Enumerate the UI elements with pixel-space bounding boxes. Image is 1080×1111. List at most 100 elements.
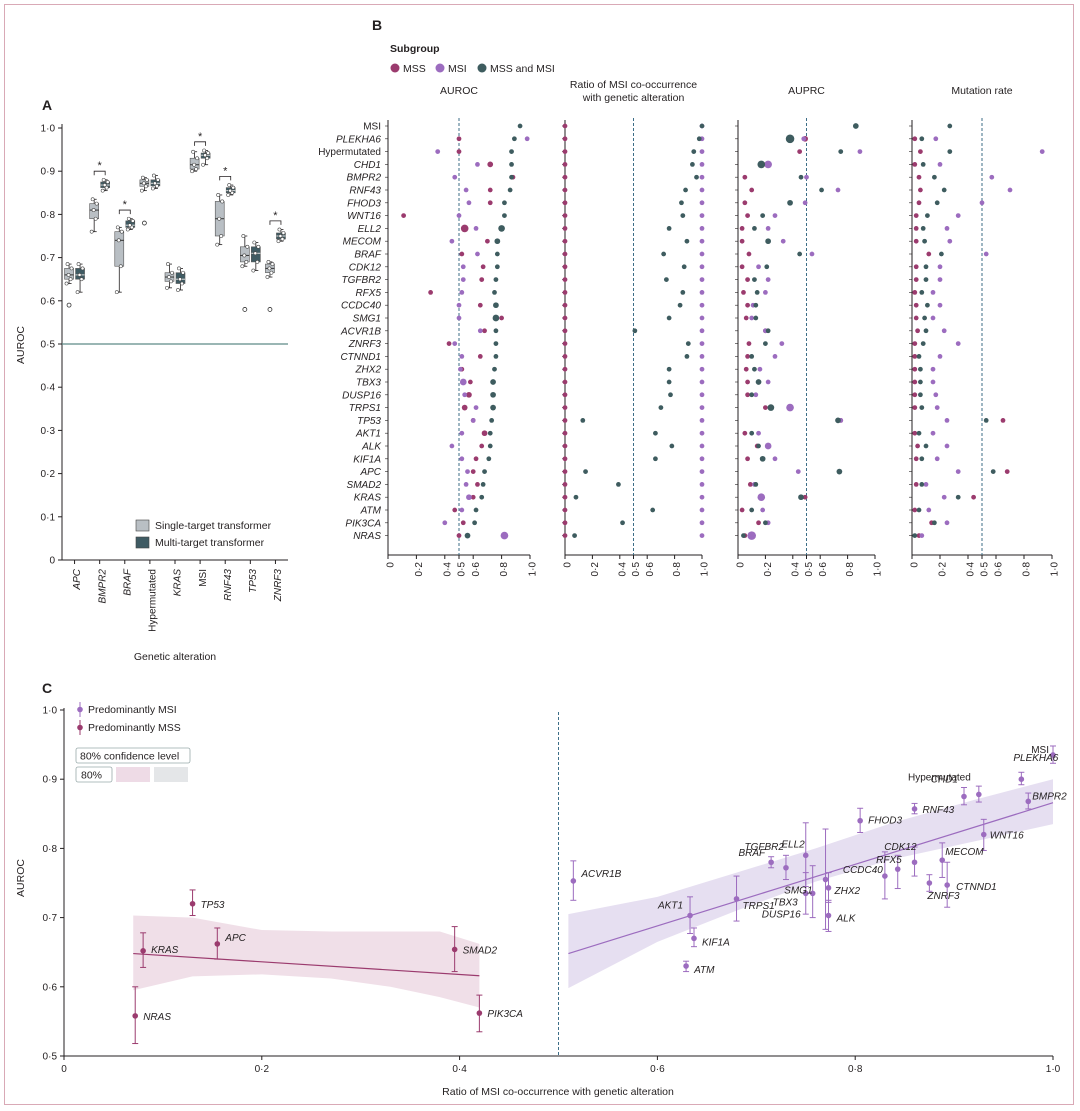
- panel-b-point-mss: [1004, 469, 1010, 474]
- panel-b-point-both: [764, 264, 770, 270]
- panel-a-fold-point: [130, 218, 135, 223]
- panel-b-point-mss: [479, 443, 485, 449]
- panel-c-gene-label: SMG1: [784, 886, 812, 897]
- panel-b-point-both: [666, 226, 672, 231]
- panel-b-point-both: [925, 213, 930, 218]
- panel-c-point-msi: [809, 890, 816, 897]
- panel-b-gene-label: CTNND1: [340, 352, 381, 363]
- panel-b-point-mss: [912, 341, 918, 346]
- panel-b-point-both: [480, 482, 486, 487]
- panel-b-point-msi: [699, 430, 705, 436]
- panel-c-confidence-title: 80% confidence level: [80, 751, 179, 763]
- panel-a-fold-point: [154, 183, 159, 188]
- panel-b-point-mss: [428, 290, 433, 295]
- panel-b-point-both: [509, 149, 514, 154]
- panel-b-point-both: [947, 149, 953, 154]
- panel-a-fold-point: [76, 262, 81, 266]
- panel-c-gene-label: CCDC40: [843, 865, 883, 876]
- panel-b-point-msi: [926, 507, 932, 513]
- panel-b-point-mss: [745, 379, 750, 385]
- panel-b-point-both: [753, 482, 759, 487]
- panel-a-fold-point: [253, 251, 258, 256]
- panel-b-point-both: [749, 430, 755, 436]
- panel-b-point-both: [507, 187, 513, 193]
- panel-a-fold-point: [219, 234, 224, 238]
- panel-b-point-msi: [473, 405, 479, 410]
- panel-b-gene-label: ELL2: [358, 224, 382, 235]
- panel-b-point-msi: [699, 494, 705, 500]
- panel-c-point-msi: [733, 896, 740, 902]
- panel-b-point-msi: [699, 264, 705, 270]
- panel-b-x-tick-label: 0: [910, 562, 921, 568]
- panel-b-point-msi: [756, 264, 761, 270]
- panel-b-point-both: [509, 162, 514, 167]
- panel-a-y-tick-label: 0·3: [41, 426, 56, 437]
- panel-b-point-both: [669, 443, 675, 449]
- panel-b-legend-dot: [390, 63, 400, 73]
- panel-b-point-both: [918, 379, 923, 385]
- panel-b-point-msi: [699, 405, 705, 410]
- panel-a-x-tick-label: TP53: [248, 569, 259, 593]
- panel-a-fold-point: [155, 177, 160, 182]
- panel-a-fold-point: [150, 186, 155, 191]
- panel-b-point-msi: [937, 354, 943, 359]
- panel-b-point-both: [680, 213, 686, 218]
- panel-b-point-msi: [772, 354, 778, 359]
- panel-b-point-both: [836, 468, 843, 475]
- panel-c-y-tick-label: 0·6: [43, 982, 58, 993]
- panel-a-y-tick-label: 0·9: [41, 167, 56, 178]
- panel-b-point-both: [920, 341, 926, 346]
- panel-b-point-both: [760, 213, 766, 218]
- panel-b-point-msi: [699, 533, 705, 538]
- panel-c-gene-label: TGFBR2: [745, 842, 785, 853]
- panel-b-gene-label: WNT16: [347, 211, 381, 222]
- panel-b-point-mss: [918, 149, 923, 154]
- panel-b-point-mss: [913, 456, 919, 462]
- panel-b-point-both: [754, 290, 760, 295]
- panel-b-point-mss: [452, 507, 458, 513]
- panel-a-fold-point: [267, 266, 272, 271]
- panel-b-point-msi: [460, 264, 466, 270]
- panel-a-fold-point: [277, 227, 282, 232]
- panel-b-point-mss: [797, 149, 803, 154]
- panel-c-gene-label: APC: [224, 933, 246, 944]
- panel-c-y-tick-label: 0·8: [43, 844, 58, 855]
- panel-b-x-tick-label: 1·0: [528, 562, 539, 577]
- panel-c-gene-label: MECOM: [945, 847, 984, 858]
- panel-b-point-msi: [465, 469, 470, 474]
- panel-b-point-msi: [699, 277, 705, 282]
- panel-a-fold-point: [276, 239, 281, 244]
- panel-c-point-msi: [926, 880, 933, 886]
- panel-b-point-msi: [941, 494, 947, 500]
- panel-b-point-both: [493, 302, 499, 309]
- panel-b-point-msi: [934, 456, 940, 462]
- panel-a-fold-point: [205, 156, 210, 161]
- panel-b-point-msi: [955, 469, 961, 474]
- panel-b-point-msi: [786, 403, 794, 412]
- panel-c-point-msi: [683, 963, 689, 969]
- panel-b-point-mss: [562, 430, 568, 436]
- panel-b-point-mss: [485, 238, 490, 244]
- panel-b-point-both: [666, 315, 672, 321]
- panel-c-point-msi: [783, 864, 789, 871]
- panel-b-point-msi: [930, 290, 936, 295]
- panel-a-significance-star: *: [223, 165, 228, 177]
- panel-b-point-mss: [562, 443, 568, 449]
- panel-c-x-tick-label: 1·0: [1046, 1064, 1061, 1075]
- panel-b-point-mss: [456, 533, 462, 538]
- panel-b-point-mss: [562, 494, 568, 500]
- panel-c-gene-label: SMAD2: [463, 945, 498, 956]
- panel-b-point-both: [490, 404, 496, 411]
- panel-b-point-both: [947, 123, 953, 129]
- panel-b-point-both: [919, 482, 925, 487]
- panel-b-point-msi: [699, 174, 705, 180]
- panel-b-x-tick-label: 0: [736, 562, 747, 568]
- panel-b-point-mss: [763, 405, 768, 410]
- panel-b-point-msi: [466, 494, 472, 501]
- panel-b-gene-label: TP53: [357, 416, 381, 427]
- panel-b-point-msi: [765, 379, 771, 385]
- panel-a-fold-point: [165, 285, 169, 290]
- panel-b-point-both: [919, 456, 925, 462]
- panel-c-point-msi: [939, 857, 946, 863]
